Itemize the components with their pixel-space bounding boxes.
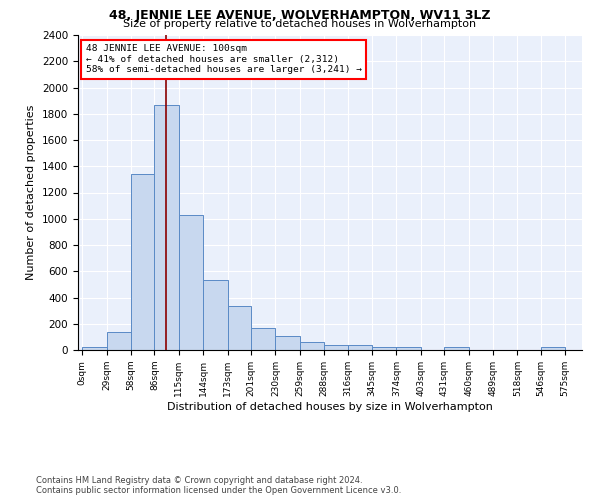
Y-axis label: Number of detached properties: Number of detached properties bbox=[26, 105, 37, 280]
Bar bbox=[444, 348, 469, 350]
Bar bbox=[251, 328, 275, 350]
X-axis label: Distribution of detached houses by size in Wolverhampton: Distribution of detached houses by size … bbox=[167, 402, 493, 411]
Bar bbox=[397, 348, 421, 350]
Bar bbox=[300, 342, 324, 350]
Bar bbox=[324, 346, 347, 350]
Bar bbox=[227, 306, 251, 350]
Bar bbox=[154, 104, 179, 350]
Bar bbox=[203, 280, 227, 350]
Bar bbox=[275, 336, 300, 350]
Bar bbox=[82, 348, 107, 350]
Text: Contains HM Land Registry data © Crown copyright and database right 2024.
Contai: Contains HM Land Registry data © Crown c… bbox=[36, 476, 401, 495]
Bar bbox=[372, 346, 397, 350]
Bar bbox=[347, 346, 372, 350]
Text: 48, JENNIE LEE AVENUE, WOLVERHAMPTON, WV11 3LZ: 48, JENNIE LEE AVENUE, WOLVERHAMPTON, WV… bbox=[109, 9, 491, 22]
Bar bbox=[541, 348, 565, 350]
Bar bbox=[107, 332, 131, 350]
Bar bbox=[179, 215, 203, 350]
Text: 48 JENNIE LEE AVENUE: 100sqm
← 41% of detached houses are smaller (2,312)
58% of: 48 JENNIE LEE AVENUE: 100sqm ← 41% of de… bbox=[86, 44, 362, 74]
Bar bbox=[131, 174, 154, 350]
Text: Size of property relative to detached houses in Wolverhampton: Size of property relative to detached ho… bbox=[124, 19, 476, 29]
